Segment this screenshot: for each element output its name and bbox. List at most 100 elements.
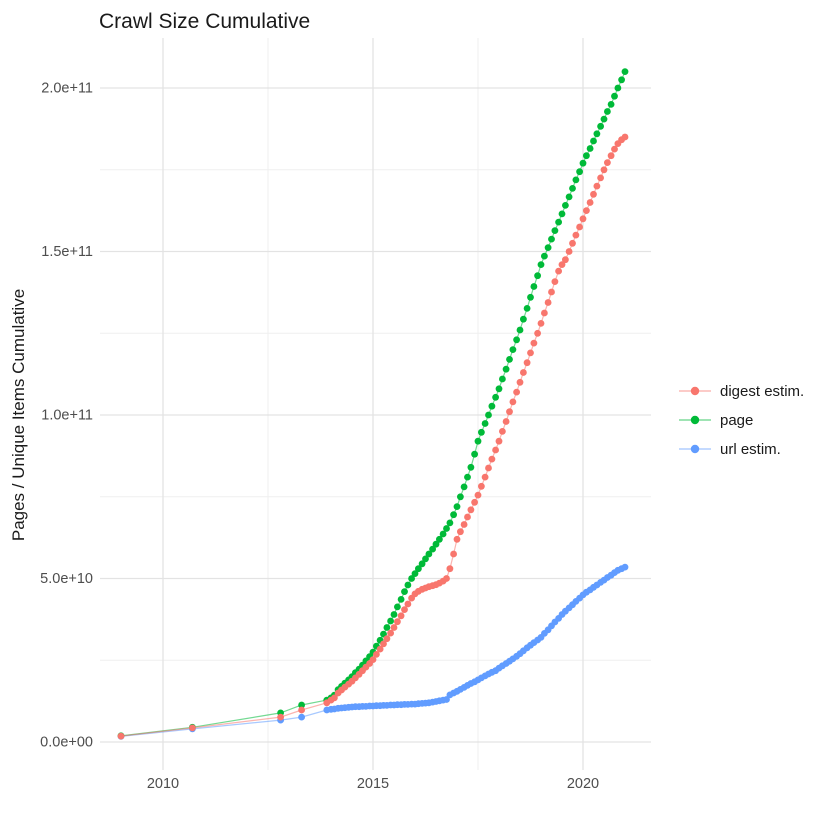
data-point bbox=[530, 339, 538, 347]
data-point bbox=[373, 651, 380, 658]
data-point bbox=[474, 437, 482, 445]
data-point bbox=[446, 565, 454, 573]
legend-item-digest-estim: digest estim. bbox=[679, 383, 804, 400]
data-point bbox=[586, 145, 594, 152]
data-point bbox=[537, 261, 545, 268]
data-point bbox=[583, 152, 590, 160]
data-point bbox=[576, 168, 583, 176]
x-tick-label: 2020 bbox=[567, 776, 599, 792]
data-point bbox=[492, 393, 499, 401]
data-point bbox=[453, 503, 461, 510]
data-point bbox=[502, 418, 510, 425]
data-point bbox=[394, 618, 401, 626]
data-point bbox=[562, 256, 569, 264]
data-point bbox=[523, 359, 531, 367]
data-point bbox=[579, 159, 587, 167]
chart-title: Crawl Size Cumulative bbox=[99, 10, 310, 33]
data-point bbox=[527, 349, 534, 357]
data-point bbox=[298, 706, 305, 714]
data-point bbox=[467, 463, 475, 471]
data-point bbox=[523, 305, 531, 312]
data-point bbox=[429, 545, 436, 553]
legend-item-url-estim: url estim. bbox=[679, 441, 781, 458]
data-point bbox=[502, 365, 510, 373]
data-point bbox=[464, 513, 471, 521]
data-point bbox=[600, 166, 608, 174]
data-point bbox=[621, 133, 629, 141]
data-point bbox=[394, 603, 401, 611]
data-point bbox=[415, 565, 422, 573]
data-point bbox=[450, 511, 457, 519]
data-point bbox=[562, 202, 569, 209]
data-point bbox=[453, 535, 461, 543]
data-point bbox=[397, 612, 405, 620]
data-point bbox=[436, 535, 443, 543]
data-point bbox=[457, 528, 464, 536]
data-point bbox=[408, 575, 415, 582]
data-point bbox=[558, 210, 566, 218]
y-axis-title: Pages / Unique Items Cumulative bbox=[9, 289, 28, 541]
data-point bbox=[404, 581, 412, 589]
legend: digest estim. page url estim. bbox=[679, 383, 804, 458]
data-point bbox=[548, 235, 555, 243]
data-point bbox=[569, 239, 576, 247]
data-point bbox=[481, 420, 489, 427]
legend-item-label: url estim. bbox=[720, 441, 781, 458]
data-point bbox=[590, 137, 597, 145]
data-point bbox=[607, 101, 615, 108]
data-point bbox=[443, 575, 450, 582]
data-point bbox=[597, 122, 604, 130]
data-point bbox=[527, 293, 534, 301]
data-point bbox=[551, 278, 559, 285]
data-point bbox=[460, 483, 468, 491]
data-point bbox=[576, 223, 583, 231]
data-point bbox=[621, 563, 629, 571]
data-point bbox=[401, 606, 408, 613]
legend-item-label: page bbox=[720, 412, 753, 429]
data-point bbox=[590, 190, 597, 198]
data-point bbox=[383, 635, 391, 643]
data-point bbox=[586, 199, 594, 206]
legend-key-dot bbox=[690, 415, 700, 425]
data-point bbox=[509, 398, 517, 406]
x-tick-label: 2015 bbox=[357, 776, 389, 792]
data-point bbox=[537, 320, 545, 327]
data-point bbox=[548, 288, 555, 296]
data-point bbox=[621, 68, 629, 75]
data-point bbox=[404, 600, 412, 608]
data-point bbox=[569, 185, 576, 192]
legend-item-label: digest estim. bbox=[720, 383, 804, 400]
data-point bbox=[474, 491, 482, 499]
legend-key-dot bbox=[690, 386, 700, 396]
data-point bbox=[541, 309, 548, 317]
data-point bbox=[492, 446, 499, 454]
data-point bbox=[478, 482, 485, 490]
data-point bbox=[471, 450, 478, 458]
data-point bbox=[541, 252, 548, 260]
series-url-estim bbox=[117, 563, 629, 740]
data-point bbox=[401, 588, 408, 595]
data-point bbox=[516, 378, 524, 386]
data-point bbox=[551, 227, 559, 235]
data-point bbox=[387, 617, 394, 625]
data-point bbox=[534, 272, 541, 280]
data-point bbox=[607, 152, 615, 160]
data-point bbox=[555, 218, 562, 226]
data-point bbox=[572, 231, 580, 239]
data-point bbox=[380, 640, 387, 648]
data-point bbox=[298, 713, 305, 721]
data-point bbox=[397, 596, 405, 603]
data-point bbox=[534, 329, 541, 337]
data-point bbox=[432, 540, 440, 548]
data-point bbox=[579, 215, 587, 223]
data-point bbox=[513, 336, 520, 344]
data-point bbox=[488, 455, 496, 463]
data-point bbox=[572, 176, 580, 184]
data-point bbox=[558, 261, 566, 268]
legend-key-dot bbox=[690, 444, 700, 454]
data-point bbox=[450, 550, 457, 558]
data-point bbox=[593, 182, 601, 190]
data-point bbox=[604, 159, 611, 167]
gridlines-major bbox=[100, 38, 651, 770]
